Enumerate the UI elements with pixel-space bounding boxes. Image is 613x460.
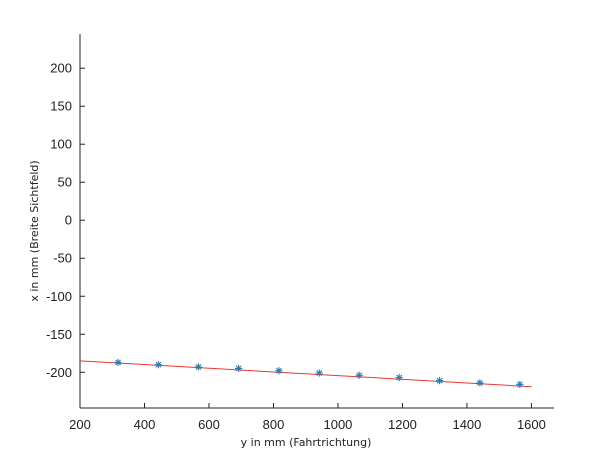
x-tick-label: 200 xyxy=(69,417,91,432)
data-point xyxy=(235,364,243,373)
fit-line-group xyxy=(79,360,532,388)
y-tick-label: 150 xyxy=(50,99,72,114)
x-tick-label: 1200 xyxy=(388,417,417,432)
x-tick-label: 800 xyxy=(263,417,285,432)
data-point xyxy=(476,379,484,387)
data-point xyxy=(516,380,524,389)
x-tick-label: 1400 xyxy=(452,417,481,432)
x-axis-label: y in mm (Fahrtrichtung) xyxy=(241,436,372,449)
data-point xyxy=(194,363,202,371)
data-points xyxy=(114,358,524,389)
y-ticks: -200 -150 -100 -50 0 50 100 150 200 xyxy=(46,61,85,380)
y-tick-label: -150 xyxy=(46,327,72,342)
x-tick-label: 1600 xyxy=(517,417,546,432)
y-tick-label: 0 xyxy=(65,213,72,228)
y-axis-label: x in mm (Breite Sichtfeld) xyxy=(28,160,41,301)
y-tick-label: 50 xyxy=(58,175,72,190)
y-tick-label: -200 xyxy=(46,365,72,380)
data-point xyxy=(355,371,363,379)
axes xyxy=(79,34,554,409)
data-point xyxy=(395,373,403,382)
x-tick-label: 600 xyxy=(198,417,220,432)
x-tick-label: 400 xyxy=(134,417,156,432)
data-point xyxy=(315,369,323,377)
data-point xyxy=(154,361,162,369)
y-tick-label: -50 xyxy=(53,251,72,266)
y-tick-label: -100 xyxy=(46,289,72,304)
fit-line xyxy=(79,360,532,388)
data-point xyxy=(275,367,283,375)
data-point xyxy=(114,358,122,366)
y-tick-label: 100 xyxy=(50,137,72,152)
x-tick-label: 1000 xyxy=(323,417,352,432)
data-point xyxy=(435,377,444,385)
y-tick-label: 200 xyxy=(50,61,72,76)
x-ticks: 200 400 600 800 1000 1200 1400 1600 xyxy=(69,403,546,432)
